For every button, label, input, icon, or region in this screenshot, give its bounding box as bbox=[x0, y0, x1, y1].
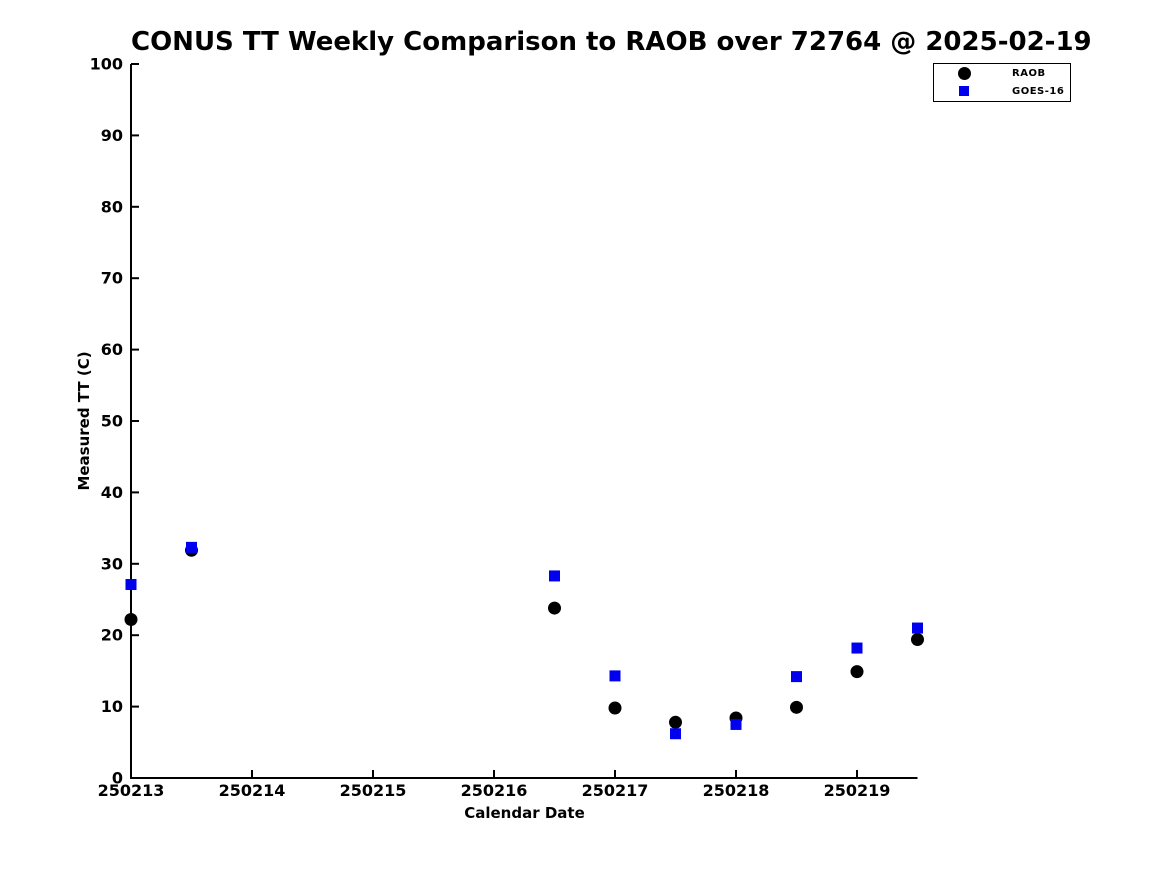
legend-marker-cell bbox=[951, 67, 977, 81]
raob-point bbox=[124, 612, 138, 626]
y-tick-label: 70 bbox=[101, 269, 123, 288]
y-tick-label: 30 bbox=[101, 554, 123, 573]
x-tick-label: 250215 bbox=[340, 781, 407, 800]
y-tick-label: 100 bbox=[90, 55, 123, 74]
raob-point bbox=[790, 700, 803, 714]
goes-16-point bbox=[549, 570, 560, 582]
goes16-square-icon bbox=[959, 86, 969, 97]
legend-label-raob: RAOB bbox=[1012, 68, 1046, 80]
y-tick-label: 60 bbox=[101, 340, 123, 359]
x-tick-label: 250219 bbox=[824, 781, 891, 800]
raob-circle-icon bbox=[957, 67, 971, 81]
axes-spines bbox=[130, 64, 918, 779]
y-tick-label: 80 bbox=[101, 197, 123, 216]
legend: RAOB GOES-16 bbox=[933, 63, 1071, 102]
y-tick-label: 40 bbox=[101, 483, 123, 502]
raob-point bbox=[608, 701, 622, 715]
x-tick-label: 250217 bbox=[582, 781, 649, 800]
raob-point bbox=[669, 715, 682, 729]
goes-16-point bbox=[670, 728, 681, 740]
legend-marker-cell bbox=[951, 86, 977, 97]
goes-16-point bbox=[791, 671, 802, 683]
y-tick-label: 20 bbox=[101, 626, 123, 645]
raob-point bbox=[911, 632, 924, 646]
goes-16-point bbox=[186, 541, 197, 553]
goes-16-point bbox=[912, 622, 923, 634]
x-tick-label: 250213 bbox=[98, 781, 165, 800]
x-tick-label: 250214 bbox=[219, 781, 286, 800]
goes-16-point bbox=[851, 642, 863, 654]
raob-point bbox=[850, 665, 864, 679]
y-tick-label: 50 bbox=[101, 412, 123, 431]
x-axis-label: Calendar Date bbox=[464, 804, 585, 822]
x-tick-label: 250216 bbox=[461, 781, 528, 800]
legend-item-raob: RAOB bbox=[934, 66, 1070, 81]
y-tick-label: 0 bbox=[112, 769, 123, 788]
y-tick-label: 90 bbox=[101, 126, 123, 145]
goes-16-point bbox=[125, 579, 137, 591]
raob-point bbox=[548, 601, 561, 615]
goes-16-point bbox=[609, 670, 621, 682]
legend-label-goes16: GOES-16 bbox=[1012, 85, 1065, 97]
legend-item-goes16: GOES-16 bbox=[934, 84, 1070, 99]
goes-16-point bbox=[730, 718, 742, 730]
y-tick-label: 10 bbox=[101, 697, 123, 716]
x-tick-label: 250218 bbox=[703, 781, 770, 800]
